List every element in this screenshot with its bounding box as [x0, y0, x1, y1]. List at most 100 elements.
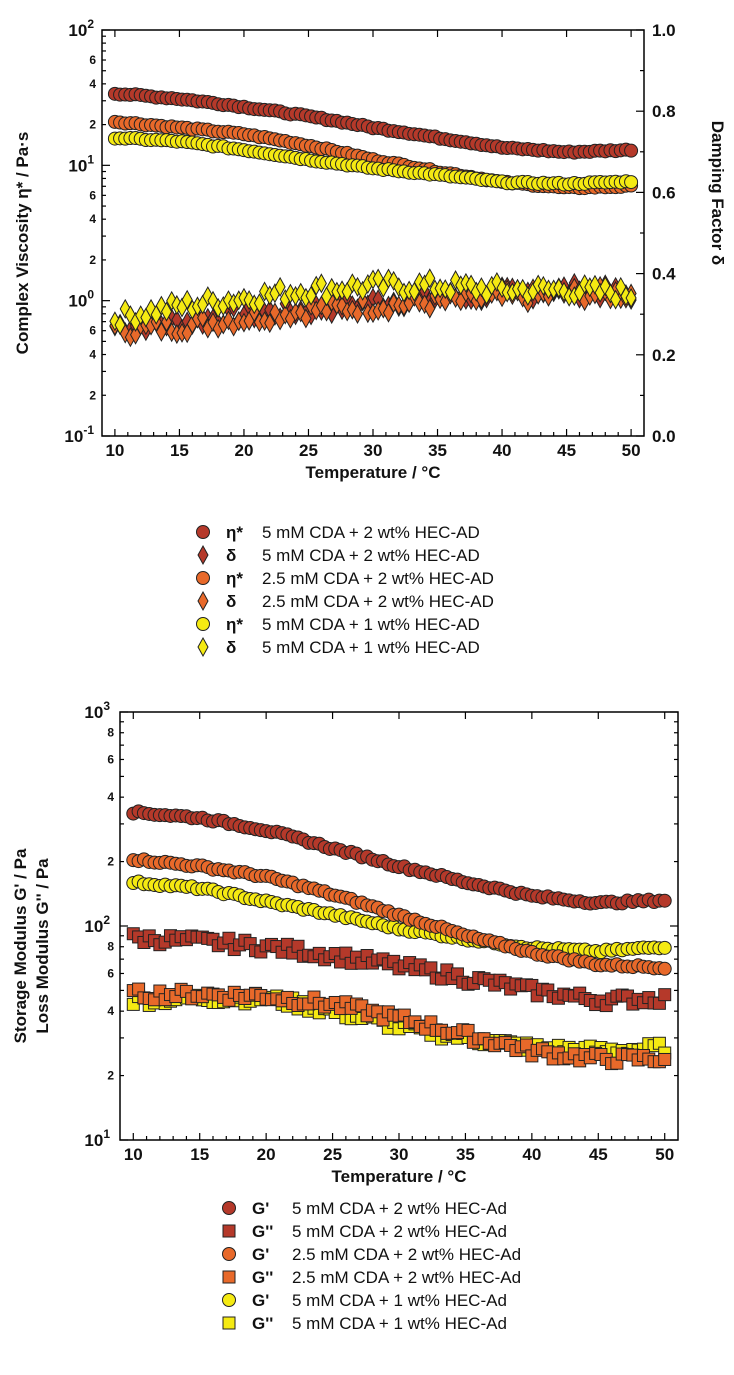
- data-point: [305, 285, 317, 306]
- data-point: [160, 311, 173, 332]
- y-minor-label: 2: [89, 253, 96, 267]
- y-right-tick-label: 0.2: [652, 346, 676, 365]
- x-tick-label: 20: [257, 1145, 276, 1164]
- y-axis-title-line1: Storage Modulus G' / Pa: [11, 848, 30, 1043]
- y-right-tick-label: 1.0: [652, 21, 676, 40]
- legend-label: 2.5 mM CDA + 2 wt% HEC-Ad: [292, 1268, 521, 1287]
- top-chart: 10 15 20 25 30 35 40 45 50 102 101 100 10-1 6 4 2 6 4 2 6 4 2…: [13, 17, 727, 482]
- series-0: [107, 86, 639, 160]
- data-point: [315, 273, 327, 294]
- x-tick-label: 50: [655, 1145, 674, 1164]
- legend-marker: [196, 571, 210, 585]
- x-axis-title: Temperature / °C: [332, 1167, 467, 1186]
- legend-symbol: G'': [252, 1268, 273, 1287]
- data-point: [475, 277, 487, 298]
- data-point: [320, 301, 333, 322]
- series-0: [126, 804, 672, 911]
- legend-symbol: G'': [252, 1222, 273, 1241]
- data-point: [222, 310, 235, 331]
- data-point: [625, 287, 637, 309]
- legend-marker: [196, 617, 210, 631]
- data-point: [336, 295, 348, 316]
- x-tick-label: 25: [299, 441, 318, 460]
- data-point: [657, 940, 672, 955]
- y-right-tick-label: 0.0: [652, 427, 676, 446]
- data-point: [155, 295, 167, 316]
- legend-marker: [197, 544, 209, 566]
- data-point: [155, 321, 167, 342]
- legend-symbol: G': [252, 1291, 269, 1310]
- y-minor-label: 4: [107, 1004, 114, 1018]
- legend-symbol: η*: [226, 523, 243, 542]
- data-point: [658, 988, 672, 1002]
- legend-symbol: G': [252, 1199, 269, 1218]
- series-4: [126, 874, 672, 960]
- data-point: [166, 290, 178, 311]
- data-point: [279, 304, 291, 325]
- legend-label: 5 mM CDA + 2 wt% HEC-AD: [262, 546, 480, 565]
- y-minor-label: 8: [107, 940, 114, 954]
- y-tick-label: 103: [84, 699, 110, 722]
- bottom-legend: G' 5 mM CDA + 2 wt% HEC-Ad G'' 5 mM CDA + 2…: [222, 1199, 521, 1333]
- data-point: [197, 307, 209, 328]
- y-tick-label: 101: [84, 1127, 110, 1150]
- data-point: [264, 313, 276, 334]
- legend-symbol: G'': [252, 1314, 273, 1333]
- x-tick-label: 30: [364, 441, 383, 460]
- y-minor-label: 4: [107, 790, 114, 804]
- x-tick-label: 35: [428, 441, 447, 460]
- y-tick-label: 101: [68, 152, 94, 175]
- data-point: [657, 893, 672, 908]
- data-point: [491, 271, 503, 293]
- data-point: [624, 143, 639, 158]
- y-minor-label: 6: [89, 188, 96, 202]
- data-point: [658, 1052, 672, 1066]
- data-point: [207, 312, 219, 333]
- y-minor-label: 6: [89, 324, 96, 338]
- y-minor-label: 2: [107, 1069, 114, 1083]
- data-point: [424, 298, 436, 319]
- y-minor-label: 6: [89, 53, 96, 67]
- x-tick-label: 35: [456, 1145, 475, 1164]
- legend-marker: [222, 1270, 236, 1284]
- data-point: [300, 308, 312, 329]
- data-point: [610, 289, 622, 310]
- data-point: [326, 277, 338, 298]
- legend-symbol: G': [252, 1245, 269, 1264]
- legend-symbol: η*: [226, 569, 243, 588]
- y-minor-label: 4: [89, 212, 96, 226]
- y-minor-label: 6: [107, 966, 114, 980]
- legend-marker: [222, 1224, 236, 1238]
- x-tick-label: 10: [124, 1145, 143, 1164]
- bottom-chart: 10 15 20 25 30 35 40 45 50 103 102 101 8 6 4 2 8 6 4 2 Tempe…: [11, 699, 679, 1186]
- y-minor-label: 4: [89, 348, 96, 362]
- series-4: [107, 131, 639, 192]
- legend-symbol: η*: [226, 615, 243, 634]
- legend-marker: [222, 1201, 236, 1215]
- y-tick-label: 102: [84, 913, 110, 936]
- top-legend: η* 5 mM CDA + 2 wt% HEC-AD δ 5 mM CDA + 2 w…: [196, 523, 494, 658]
- x-tick-label: 40: [493, 441, 512, 460]
- data-point: [253, 293, 266, 314]
- series-1: [126, 927, 672, 1013]
- legend-marker: [222, 1247, 236, 1261]
- y-minor-label: 8: [107, 726, 114, 740]
- data-point: [393, 277, 405, 298]
- legend-label: 5 mM CDA + 1 wt% HEC-AD: [262, 615, 480, 634]
- plot-frame: [101, 29, 645, 437]
- x-tick-label: 45: [589, 1145, 608, 1164]
- x-tick-label: 10: [105, 441, 124, 460]
- y-tick-label: 102: [68, 17, 94, 40]
- legend-marker: [196, 525, 210, 539]
- data-point: [424, 268, 436, 289]
- y-tick-label: 10-1: [64, 423, 94, 446]
- y-minor-label: 2: [89, 118, 96, 132]
- series-3: [126, 982, 672, 1071]
- y-minor-label: 2: [107, 855, 114, 869]
- y-axis-title-line2: Loss Modulus G'' / Pa: [33, 858, 52, 1034]
- y-minor-label: 2: [89, 388, 96, 402]
- y-minor-label: 6: [107, 752, 114, 766]
- y-left-axis-title: Complex Viscosity η* / Pa·s: [13, 132, 32, 355]
- x-axis-title: Temperature / °C: [306, 463, 441, 482]
- legend-marker: [197, 636, 209, 658]
